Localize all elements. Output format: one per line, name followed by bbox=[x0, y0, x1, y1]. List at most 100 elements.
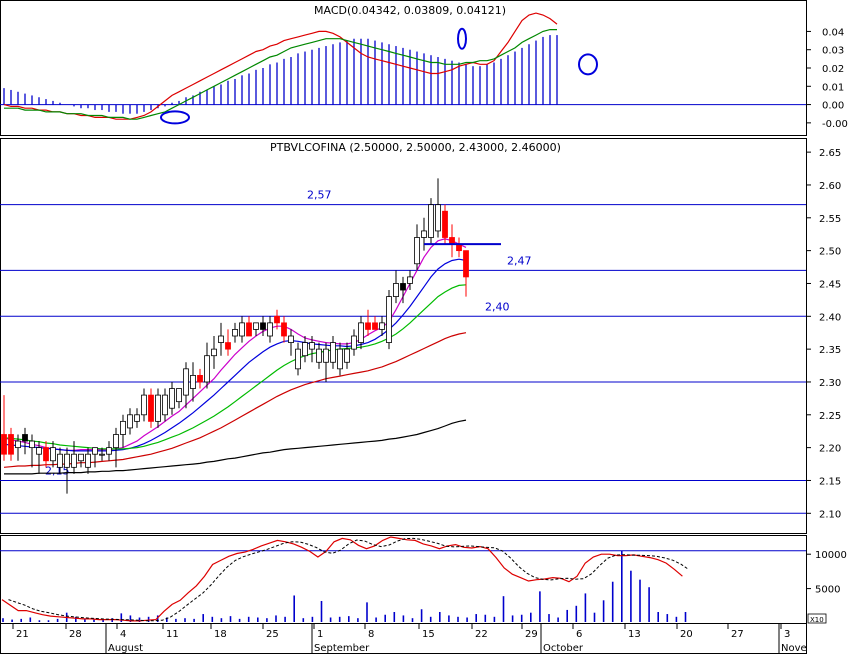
candle-body bbox=[260, 322, 266, 330]
date-tick-label: 21 bbox=[16, 629, 29, 640]
date-tick-label: 1 bbox=[317, 629, 323, 640]
candle-body bbox=[1, 434, 7, 455]
month-label: September bbox=[314, 643, 370, 654]
candle-body bbox=[183, 368, 189, 396]
date-tick-label: 18 bbox=[214, 629, 227, 640]
candle-body bbox=[316, 348, 322, 363]
macd-y-tick-label: 0.00 bbox=[822, 101, 844, 112]
price-y-tick-label: 2.15 bbox=[819, 476, 841, 487]
candle-body bbox=[141, 394, 147, 416]
date-tick-label: 6 bbox=[576, 629, 582, 640]
stochastic-pane-frame bbox=[0, 535, 807, 624]
ma-red-line bbox=[3, 332, 467, 468]
candle-body bbox=[43, 447, 49, 462]
candle-body bbox=[253, 322, 259, 330]
month-label: October bbox=[543, 643, 584, 654]
candle-body bbox=[120, 420, 126, 435]
date-tick-label: 4 bbox=[120, 629, 126, 640]
candle-body bbox=[274, 315, 280, 324]
candle-body bbox=[148, 394, 154, 422]
candle-body bbox=[106, 447, 112, 455]
candle-body bbox=[428, 204, 434, 238]
candle-body bbox=[99, 453, 105, 456]
macd-y-tick-label: 0.03 bbox=[822, 46, 844, 57]
candle-body bbox=[155, 394, 161, 422]
candle-body bbox=[386, 296, 392, 343]
price-y-tick-label: 2.20 bbox=[819, 444, 841, 455]
price-y-tick-label: 2.35 bbox=[819, 345, 841, 356]
candle-body bbox=[197, 374, 203, 383]
stochastic-k-line bbox=[1, 536, 683, 622]
level-label: 2,57 bbox=[307, 189, 332, 202]
candle-body bbox=[15, 440, 21, 449]
candle-body bbox=[71, 453, 77, 468]
candle-body bbox=[8, 434, 14, 455]
candle-body bbox=[421, 230, 427, 238]
macd-crossover-marker bbox=[160, 110, 190, 125]
price-y-tick-label: 2.25 bbox=[819, 411, 841, 422]
date-tick-label: 11 bbox=[166, 629, 179, 640]
candle-body bbox=[435, 204, 441, 232]
candle-body bbox=[232, 329, 238, 337]
candle-body bbox=[351, 335, 357, 350]
price-y-tick-label: 2.55 bbox=[819, 214, 841, 225]
price-y-tick-label: 2.50 bbox=[819, 247, 841, 258]
date-tick-label: 15 bbox=[422, 629, 435, 640]
candle-body bbox=[309, 342, 315, 350]
date-tick-label: 3 bbox=[784, 629, 790, 640]
candle-body bbox=[414, 237, 420, 265]
macd-y-tick-label: 0.01 bbox=[822, 82, 844, 93]
candle-body bbox=[246, 322, 252, 337]
stochastic-layer: 10000 5000 bbox=[0, 536, 847, 622]
candle-body bbox=[162, 394, 168, 416]
date-tick-label: 22 bbox=[475, 629, 488, 640]
candle-body bbox=[169, 388, 175, 409]
price-y-tick-label: 2.30 bbox=[819, 378, 841, 389]
date-tick-label: 20 bbox=[680, 629, 693, 640]
price-y-tick-label: 2.10 bbox=[819, 509, 841, 520]
candle-body bbox=[127, 414, 133, 429]
level-label: 2,15 bbox=[45, 464, 70, 477]
price-y-tick-label: 2.45 bbox=[819, 279, 841, 290]
level-label: 2,40 bbox=[485, 300, 510, 313]
candle-body bbox=[204, 355, 210, 383]
macd-y-tick-label: 0.04 bbox=[822, 27, 844, 38]
candle-body bbox=[225, 342, 231, 350]
stoch-scale-tag: X10 bbox=[810, 616, 824, 624]
macd-crossover-marker bbox=[457, 27, 467, 50]
price-y-tick-label: 2.65 bbox=[819, 148, 841, 159]
macd-crossover-marker bbox=[578, 53, 598, 76]
macd-signal-line bbox=[4, 29, 557, 120]
candle-body bbox=[64, 453, 70, 468]
candle-body bbox=[267, 322, 273, 337]
candle-body bbox=[176, 388, 182, 403]
candle-body bbox=[302, 342, 308, 357]
month-label: Nove bbox=[781, 643, 807, 654]
candle-body bbox=[85, 453, 91, 468]
scale-tag-box bbox=[807, 613, 827, 624]
price-title: PTBVLCOFINA (2.50000, 2.50000, 2.43000, … bbox=[270, 141, 561, 154]
candle-body bbox=[337, 348, 343, 370]
level-label: 2,47 bbox=[507, 254, 532, 267]
date-tick-label: 29 bbox=[525, 629, 538, 640]
date-tick-label: 27 bbox=[731, 629, 744, 640]
macd-fast-line bbox=[3, 12, 558, 120]
macd-layer: 0.04 0.03 0.02 0.01 0.00 -0.00 bbox=[0, 12, 848, 130]
macd-y-tick-label: 0.02 bbox=[822, 64, 844, 75]
month-label: August bbox=[108, 643, 143, 654]
candle-body bbox=[372, 322, 378, 330]
candle-body bbox=[211, 348, 217, 357]
candle-body bbox=[295, 348, 301, 370]
candle-body bbox=[288, 335, 294, 343]
candle-body bbox=[330, 342, 336, 363]
candle-body bbox=[344, 348, 350, 363]
candle-body bbox=[22, 434, 28, 442]
date-tick-label: 8 bbox=[368, 629, 374, 640]
candle-body bbox=[463, 250, 469, 278]
candle-body bbox=[57, 453, 63, 468]
candle-body bbox=[379, 322, 385, 330]
candle-body bbox=[281, 322, 287, 337]
candle-body bbox=[358, 322, 364, 343]
